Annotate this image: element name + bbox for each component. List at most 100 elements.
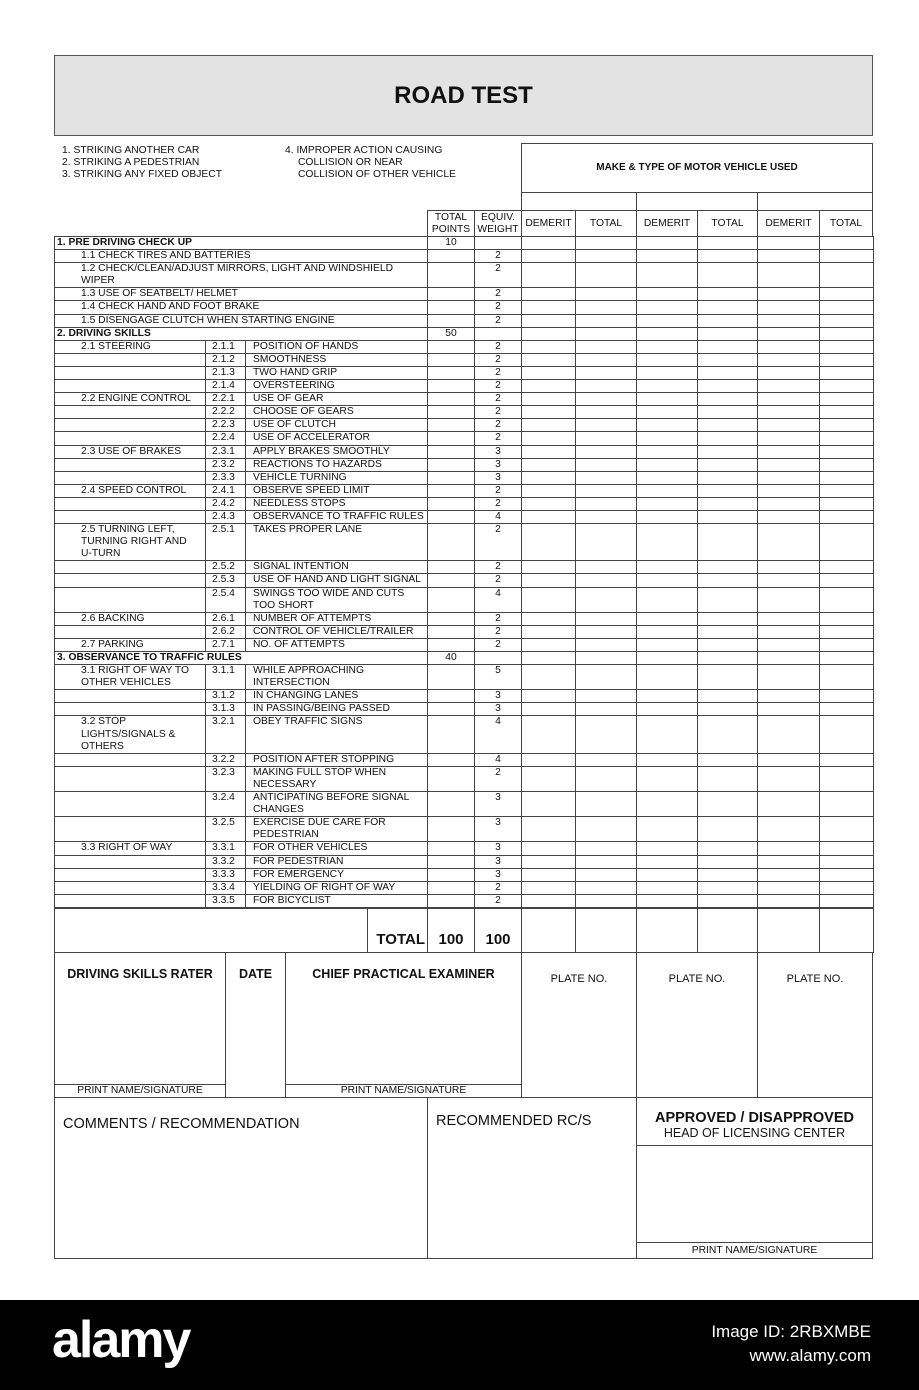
demerit-cell[interactable] xyxy=(757,444,821,459)
total-cell[interactable] xyxy=(819,867,875,882)
date-box[interactable]: DATE xyxy=(225,952,286,1098)
demerit-cell[interactable] xyxy=(521,893,577,908)
demerit-cell[interactable] xyxy=(636,483,699,498)
total-cell[interactable] xyxy=(697,287,759,302)
demerit-cell[interactable] xyxy=(636,509,699,525)
total-cell[interactable] xyxy=(819,880,875,895)
total-cell[interactable] xyxy=(819,624,875,639)
demerit-cell[interactable] xyxy=(636,624,699,639)
demerit-cell[interactable] xyxy=(636,235,699,251)
demerit-cell[interactable] xyxy=(636,352,699,367)
demerit-cell[interactable] xyxy=(521,841,577,856)
demerit-cell[interactable] xyxy=(757,339,821,354)
total-cell[interactable] xyxy=(697,249,759,264)
total-cell[interactable] xyxy=(819,765,875,793)
demerit-cell[interactable] xyxy=(521,379,577,394)
plate-box-1[interactable]: PLATE NO. xyxy=(521,952,637,1098)
demerit-cell[interactable] xyxy=(636,379,699,394)
total-cell[interactable] xyxy=(575,702,638,717)
demerit-cell[interactable] xyxy=(636,664,699,691)
demerit-cell[interactable] xyxy=(636,418,699,433)
total-cell[interactable] xyxy=(697,586,759,613)
total-cell[interactable] xyxy=(819,470,875,485)
demerit-cell[interactable] xyxy=(636,854,699,869)
total-cell[interactable] xyxy=(575,379,638,394)
total-cell[interactable] xyxy=(697,444,759,459)
demerit-cell[interactable] xyxy=(757,689,821,704)
demerit-cell[interactable] xyxy=(757,470,821,485)
total-cell[interactable] xyxy=(697,752,759,767)
demerit-cell[interactable] xyxy=(636,702,699,717)
examiner-box[interactable]: CHIEF PRACTICAL EXAMINER PRINT NAME/SIGN… xyxy=(285,952,522,1098)
demerit-cell[interactable] xyxy=(521,791,577,818)
demerit-cell[interactable] xyxy=(757,431,821,446)
total-cell[interactable] xyxy=(575,249,638,264)
demerit-cell[interactable] xyxy=(521,637,577,653)
demerit-cell[interactable] xyxy=(757,457,821,472)
demerit-cell[interactable] xyxy=(636,791,699,818)
total-cell[interactable] xyxy=(575,765,638,793)
demerit-cell[interactable] xyxy=(757,235,821,251)
demerit-cell[interactable] xyxy=(521,752,577,767)
total-cell[interactable] xyxy=(819,854,875,869)
total-cell[interactable] xyxy=(697,392,759,407)
total-cell[interactable] xyxy=(575,405,638,420)
demerit-cell[interactable] xyxy=(521,523,577,562)
demerit-cell[interactable] xyxy=(636,893,699,908)
recommended-box[interactable]: RECOMMENDED RC/S xyxy=(427,1097,637,1259)
demerit-cell[interactable] xyxy=(757,816,821,843)
total-cell[interactable] xyxy=(697,262,759,289)
total-cell[interactable] xyxy=(697,880,759,895)
demerit-cell[interactable] xyxy=(636,880,699,895)
demerit-cell[interactable] xyxy=(521,765,577,793)
demerit-cell[interactable] xyxy=(636,637,699,653)
total-cell[interactable] xyxy=(575,326,638,341)
total-cell[interactable] xyxy=(697,523,759,562)
total-cell[interactable] xyxy=(697,765,759,793)
demerit-cell[interactable] xyxy=(757,624,821,639)
demerit-cell[interactable] xyxy=(757,249,821,264)
total-cell[interactable] xyxy=(697,715,759,754)
total-cell[interactable] xyxy=(819,702,875,717)
demerit-cell[interactable] xyxy=(757,352,821,367)
total-cell[interactable] xyxy=(697,816,759,843)
approval-box[interactable]: APPROVED / DISAPPROVED HEAD OF LICENSING… xyxy=(636,1097,873,1259)
total-cell[interactable] xyxy=(575,496,638,511)
demerit-cell[interactable] xyxy=(757,509,821,525)
total-cell[interactable] xyxy=(697,339,759,354)
demerit-cell[interactable] xyxy=(521,509,577,525)
total-cell[interactable] xyxy=(819,664,875,691)
demerit-cell[interactable] xyxy=(636,841,699,856)
demerit-cell[interactable] xyxy=(521,496,577,511)
comments-box[interactable]: COMMENTS / RECOMMENDATION xyxy=(54,1097,428,1259)
demerit-cell[interactable] xyxy=(757,523,821,562)
total-cell[interactable] xyxy=(819,300,875,315)
demerit-cell[interactable] xyxy=(521,249,577,264)
demerit-cell[interactable] xyxy=(636,523,699,562)
demerit-cell[interactable] xyxy=(636,300,699,315)
total-cell[interactable] xyxy=(575,509,638,525)
demerit-cell[interactable] xyxy=(757,418,821,433)
total-cell[interactable] xyxy=(819,379,875,394)
total-cell[interactable] xyxy=(697,496,759,511)
demerit-cell[interactable] xyxy=(636,496,699,511)
demerit-cell[interactable] xyxy=(636,715,699,754)
demerit-cell[interactable] xyxy=(521,483,577,498)
total-cell[interactable] xyxy=(575,841,638,856)
total-cell[interactable] xyxy=(697,560,759,575)
demerit-cell[interactable] xyxy=(521,624,577,639)
total-cell[interactable] xyxy=(819,457,875,472)
total-cell[interactable] xyxy=(575,392,638,407)
demerit-cell[interactable] xyxy=(757,752,821,767)
demerit-cell[interactable] xyxy=(757,880,821,895)
vehicle-2-cell[interactable] xyxy=(636,192,758,211)
demerit-cell[interactable] xyxy=(636,249,699,264)
total-cell[interactable] xyxy=(575,339,638,354)
demerit-cell[interactable] xyxy=(521,300,577,315)
total-cell[interactable] xyxy=(697,379,759,394)
demerit-cell[interactable] xyxy=(521,326,577,341)
total-cell[interactable] xyxy=(697,405,759,420)
demerit-cell[interactable] xyxy=(757,650,821,666)
demerit-cell[interactable] xyxy=(757,365,821,381)
total-cell[interactable] xyxy=(819,483,875,498)
